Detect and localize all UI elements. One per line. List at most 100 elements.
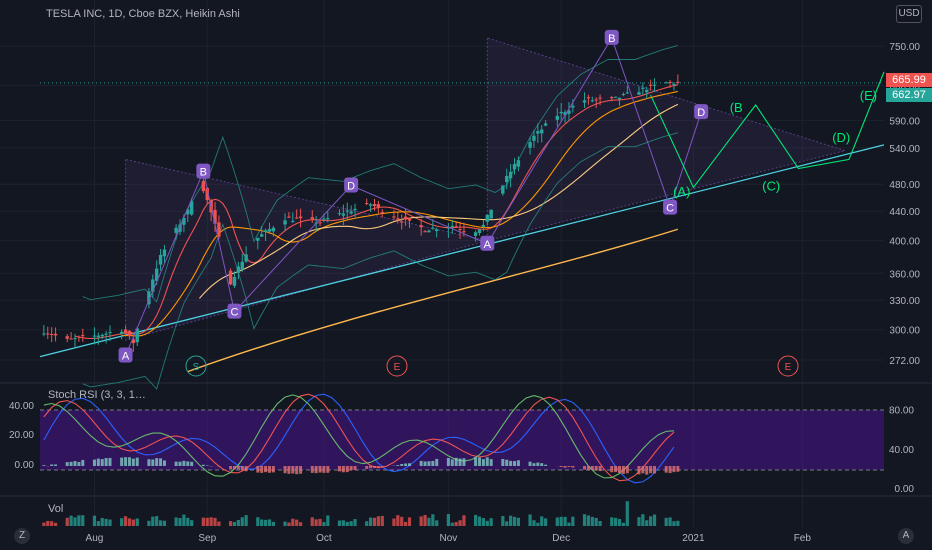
- x-tick-label: 2021: [682, 533, 705, 544]
- histogram-bar: [287, 466, 291, 474]
- candle-body: [641, 87, 645, 89]
- volume-bar: [46, 520, 50, 526]
- volume-bar: [427, 517, 431, 526]
- volume-bar: [528, 514, 532, 526]
- volume-bar: [404, 521, 408, 526]
- histogram-bar: [559, 466, 563, 468]
- histogram-bar: [431, 460, 435, 466]
- y-tick-label: 272.00: [889, 356, 920, 367]
- histogram-bar: [489, 459, 493, 466]
- volume-bar: [555, 517, 559, 526]
- ma-fast: [74, 84, 678, 340]
- histogram-bar: [318, 466, 322, 473]
- wave-label-text: B: [200, 167, 207, 179]
- histogram-bar: [427, 461, 431, 466]
- y-tick-label: 540.00: [889, 144, 920, 155]
- histogram-bar: [135, 457, 139, 466]
- candle-body: [127, 330, 132, 337]
- volume-bar: [676, 520, 680, 526]
- wave-label-box: [604, 29, 619, 45]
- triangle-pattern-2: [486, 37, 847, 242]
- histogram-bar: [81, 459, 85, 466]
- volume-bar: [205, 517, 209, 526]
- histogram-bar: [65, 462, 69, 466]
- histogram-bar: [159, 458, 163, 466]
- histogram-bar: [322, 466, 326, 473]
- candle-body: [536, 131, 540, 134]
- candle-body: [154, 268, 159, 281]
- histogram-bar: [462, 458, 466, 466]
- volume-bar: [96, 521, 100, 526]
- x-tick-label: Nov: [439, 533, 457, 544]
- ma-slow: [199, 103, 679, 299]
- y-tick-label: 300.00: [889, 326, 920, 337]
- candle-body: [501, 185, 505, 194]
- histogram-bar: [372, 466, 376, 468]
- candle-body: [590, 100, 594, 102]
- event-letter: S: [193, 362, 200, 373]
- histogram-bar: [341, 466, 345, 473]
- candle-body: [53, 333, 58, 336]
- stoch-rsi-label[interactable]: Stoch RSI (3, 3, 1…: [48, 389, 146, 401]
- candle-body: [69, 338, 73, 340]
- histogram-bar: [536, 462, 540, 466]
- histogram-bar: [610, 466, 614, 473]
- projection-label: (E): [860, 88, 877, 103]
- volume-bar: [92, 515, 97, 526]
- histogram-bar: [481, 459, 485, 466]
- histogram-bar: [396, 465, 400, 466]
- candle-body: [505, 175, 509, 183]
- histogram-bar: [310, 466, 314, 473]
- histogram-bar: [349, 466, 353, 471]
- volume-label[interactable]: Vol: [48, 503, 64, 515]
- volume-bar: [65, 517, 69, 526]
- candle-body: [326, 218, 330, 220]
- histogram-bar: [295, 466, 299, 475]
- histogram-bar: [567, 466, 571, 467]
- histogram-bar: [505, 459, 509, 466]
- histogram-bar: [446, 457, 450, 466]
- event-circle: [386, 355, 408, 377]
- volume-bar: [450, 522, 454, 526]
- y-tick-label: 400.00: [889, 237, 920, 248]
- candle-body: [135, 328, 139, 343]
- volume-bar: [162, 520, 167, 526]
- candle-body: [610, 97, 614, 99]
- histogram-bar: [50, 464, 54, 466]
- candle-body: [271, 227, 276, 232]
- timezone-button[interactable]: Z: [14, 528, 30, 544]
- histogram-bar: [641, 466, 645, 474]
- volume-bar: [376, 516, 380, 526]
- candle-body: [508, 171, 513, 179]
- projection-label: (C): [762, 179, 780, 194]
- currency-button[interactable]: USD: [896, 5, 922, 23]
- auto-scale-button[interactable]: A: [898, 528, 914, 544]
- volume-bar: [287, 522, 291, 526]
- candle-body: [559, 111, 563, 114]
- candle-body: [240, 261, 244, 270]
- y-tick-label: 440.00: [889, 207, 920, 218]
- candle-body: [454, 226, 458, 228]
- candle-body: [621, 94, 626, 96]
- candle-body: [407, 217, 412, 221]
- volume-bar: [236, 519, 240, 526]
- wave-label-box: [118, 347, 133, 363]
- second-price-badge: 662.97: [886, 88, 932, 102]
- candle-body: [613, 96, 618, 98]
- histogram-bar: [532, 463, 536, 466]
- volume-bar: [668, 517, 672, 526]
- candle-body: [458, 229, 462, 231]
- histogram-bar: [645, 466, 649, 475]
- volume-bar: [458, 520, 462, 526]
- volume-bar: [322, 522, 326, 526]
- volume-bar: [582, 514, 587, 526]
- histogram-bar: [178, 461, 182, 466]
- volume-bar: [435, 520, 439, 526]
- candle-body: [672, 84, 676, 86]
- candle-body: [46, 333, 50, 335]
- histogram-bar: [563, 466, 567, 468]
- candle-body: [637, 92, 641, 95]
- candle-body: [423, 231, 427, 233]
- candle-body: [232, 276, 237, 286]
